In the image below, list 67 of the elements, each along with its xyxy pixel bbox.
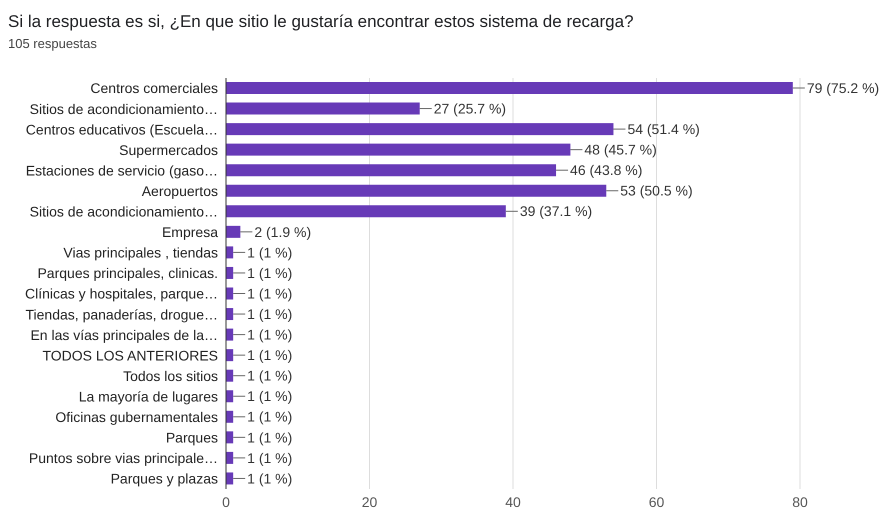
bar	[226, 349, 234, 362]
data-label: 1 (1 %)	[247, 285, 292, 302]
y-tick-label: Todos los sitios	[123, 368, 218, 384]
data-label: 1 (1 %)	[247, 450, 292, 466]
y-tick-label: Parques	[166, 430, 218, 446]
chart-title: Si la respuesta es si, ¿En que sitio le gustaría encontrar estos sistema de recarga?	[8, 12, 634, 32]
data-label: 1 (1 %)	[247, 347, 292, 364]
data-label: 54 (51.4 %)	[627, 121, 700, 137]
y-tick-label: Centros educativos (Escuela…	[26, 121, 218, 138]
bar	[226, 410, 234, 423]
bar	[226, 308, 234, 320]
data-label: 1 (1 %)	[247, 368, 292, 384]
bar	[226, 328, 234, 341]
y-tick-label: Parques principales, clinicas.	[37, 265, 218, 282]
bar	[226, 144, 570, 156]
bar	[226, 266, 234, 279]
bar	[226, 472, 234, 484]
data-label: 2 (1.9 %)	[254, 224, 312, 240]
bar	[226, 164, 556, 176]
y-tick-label: TODOS LOS ANTERIORES	[42, 347, 218, 364]
data-label: 1 (1 %)	[247, 408, 292, 425]
bar	[226, 431, 234, 444]
data-label: 1 (1 %)	[247, 244, 292, 260]
bar	[226, 123, 614, 136]
x-tick-label: 80	[792, 494, 808, 510]
x-tick-label: 20	[362, 494, 378, 510]
y-tick-label: Sitios de acondicionamiento…	[30, 204, 218, 220]
bar	[226, 205, 506, 218]
y-tick-label: Tiendas, panaderías, drogue…	[26, 306, 218, 322]
data-label: 1 (1 %)	[247, 388, 292, 404]
y-tick-label: En las vías principales de la…	[30, 326, 218, 343]
bar	[226, 184, 606, 197]
y-tick-label: Supermercados	[119, 142, 218, 158]
data-label: 1 (1 %)	[247, 429, 292, 446]
data-label: 1 (1 %)	[247, 264, 292, 281]
y-tick-label: Empresa	[162, 224, 218, 240]
y-tick-label: Centros comerciales	[90, 80, 218, 96]
x-tick-label: 0	[222, 494, 230, 510]
y-tick-label: Vias principales , tiendas	[63, 244, 218, 261]
data-label: 53 (50.5 %)	[620, 182, 693, 199]
text: 105 respuestas	[8, 36, 97, 51]
y-tick-label: Sitios de acondicionamiento…	[30, 100, 218, 117]
y-tick-label: Clínicas y hospitales, parque…	[25, 286, 218, 302]
bar	[226, 452, 234, 464]
bar	[226, 370, 234, 382]
x-tick-label: 60	[648, 494, 664, 510]
data-label: 46 (43.8 %)	[570, 162, 642, 178]
y-tick-label: Aeropuertos	[142, 182, 218, 199]
bar	[226, 102, 420, 115]
bar	[226, 246, 234, 258]
bar	[226, 390, 234, 402]
data-label: 48 (45.7 %)	[584, 142, 657, 158]
y-tick-label: Oficinas gubernamentales	[55, 409, 218, 426]
data-label: 79 (75.2 %)	[806, 80, 880, 96]
x-tick-label: 40	[505, 494, 521, 510]
y-tick-label: Estaciones de servicio (gaso…	[26, 162, 218, 178]
data-label: 1 (1 %)	[247, 470, 292, 486]
data-label: 1 (1 %)	[247, 306, 292, 322]
data-label: 39 (37.1 %)	[520, 203, 592, 220]
y-tick-label: La mayoría de lugares	[78, 388, 218, 404]
bar	[226, 226, 240, 238]
data-label: 1 (1 %)	[247, 326, 292, 342]
y-tick-label: Parques y plazas	[110, 470, 218, 487]
bar	[226, 288, 234, 300]
bar	[226, 82, 793, 94]
y-tick-label: Puntos sobre vias principale…	[28, 450, 218, 466]
data-label: 27 (25.7 %)	[434, 100, 506, 116]
